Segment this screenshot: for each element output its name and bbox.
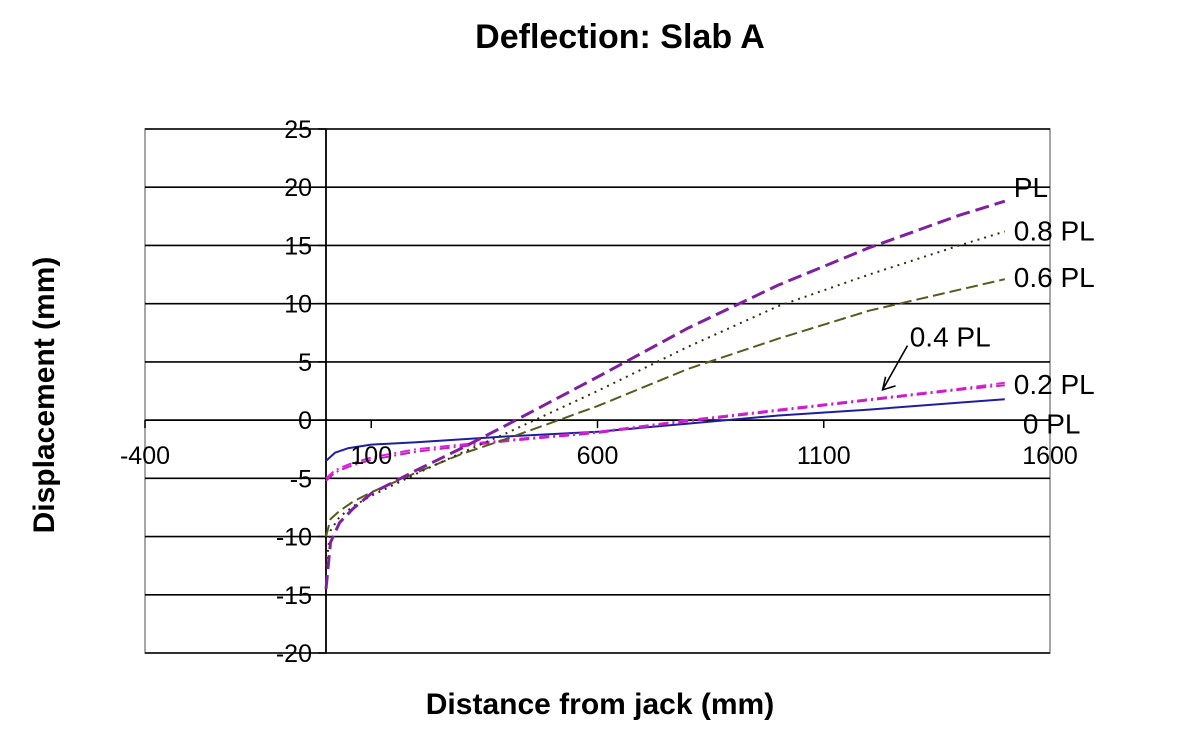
annotation-arrow (881, 345, 909, 391)
series-line (325, 278, 1006, 537)
y-tick-label: 5 (298, 349, 312, 377)
x-axis-title: Distance from jack (mm) (425, 688, 775, 721)
series-annotation: 0.2 PL (1014, 369, 1095, 400)
tick-labels: 25 20 15 10 5 0 -5 -10 -15 -20 -400 100 600 1100 1600 (120, 116, 1078, 668)
y-axis-title: Displacement (mm) (28, 256, 61, 534)
series-annotation: 0.4 PL (910, 321, 991, 352)
annotation-arrowhead (881, 376, 896, 392)
y-tick-label: -5 (290, 465, 312, 493)
series-annotation: PL (1014, 172, 1048, 203)
series-line (324, 199, 1006, 590)
x-tick-label: 600 (577, 442, 619, 470)
y-tick-label: 15 (284, 232, 312, 260)
x-tick-label: 1600 (1022, 442, 1078, 470)
series-lines (324, 199, 1006, 590)
y-tick-label: 0 (298, 407, 312, 435)
series-annotation: 0.6 PL (1014, 262, 1095, 293)
series-line (325, 381, 1005, 480)
chart-title: Deflection: Slab A (475, 18, 765, 56)
series-line (325, 384, 1005, 482)
y-tick-label: -20 (276, 640, 312, 668)
y-tick-label: -10 (276, 524, 312, 552)
series-annotation: 0 PL (1023, 409, 1081, 440)
y-tick-label: -15 (276, 582, 312, 610)
y-tick-label: 20 (284, 174, 312, 202)
x-tick-label: 100 (350, 442, 392, 470)
y-tick-label: 25 (284, 116, 312, 144)
series-annotation: 0.8 PL (1014, 215, 1095, 246)
x-tick-label: 1100 (797, 442, 851, 470)
x-tick-label: -400 (120, 442, 170, 470)
plot-area-frame (144, 128, 1051, 654)
gridlines (145, 128, 1050, 654)
series-line (325, 398, 1005, 462)
y-tick-label: 10 (284, 291, 312, 319)
series-labels: PL 0.8 PL 0.6 PL 0.4 PL 0.2 PL 0 PL (881, 172, 1095, 440)
